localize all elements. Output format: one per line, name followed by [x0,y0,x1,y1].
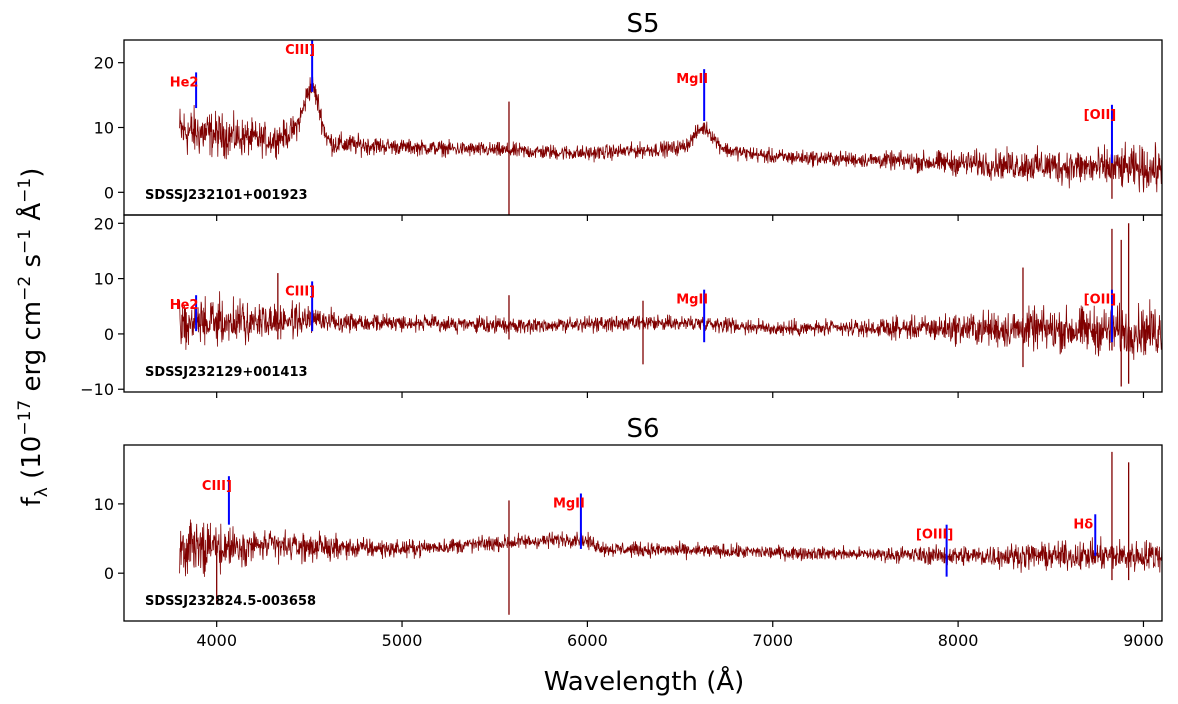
y-tick-label: 10 [94,270,114,289]
line-label: [OII] [1084,108,1117,123]
y-axis-label: fλ (10−17 erg cm−2 s−1 Å−1) [15,168,52,507]
spectrum-trace [179,519,1162,577]
x-tick-label: 6000 [567,631,608,650]
x-tick-label: 5000 [382,631,423,650]
line-label: [OII] [1084,293,1117,308]
panel-s5-bottom: He2 CIII] MgII [OII] −10 0 10 20 SDSSJ232129+001… [80,214,1163,399]
line-label: Hδ [1073,517,1093,532]
spectrum-trace [179,291,1162,360]
y-tick-label: 10 [94,495,114,514]
line-label: [OIII] [916,528,953,543]
panel-s5-top: He2 CIII] MgII [OII] 0 10 20 S5 SDSSJ232101+0019… [94,9,1163,221]
x-tick-label: 7000 [752,631,793,650]
line-label: MgII [676,72,708,87]
panel-title: S5 [626,9,659,39]
y-tick-label: 0 [104,325,114,344]
y-tick-label: 20 [94,54,114,73]
y-tick-label: −10 [80,380,114,399]
x-tick-label: 4000 [196,631,237,650]
x-tick-label: 9000 [1123,631,1164,650]
y-tick-label: 0 [104,564,114,583]
line-label: MgII [553,497,585,512]
y-tick-label: 0 [104,183,114,202]
line-label: He2 [170,75,199,90]
panel-s6: CIII] MgII [OIII] Hδ 0 10 4000 5000 6000 7000 8000… [94,414,1164,650]
object-name: SDSSJ232129+001413 [145,365,308,380]
object-name: SDSSJ232101+001923 [145,188,308,203]
line-label: CIII] [285,284,315,299]
spectrum-trace [179,76,1162,193]
x-tick-label: 8000 [938,631,979,650]
line-label: CIII] [202,479,232,494]
axes-frame [123,444,1163,622]
object-name: SDSSJ232824.5-003658 [145,594,316,609]
x-axis-label: Wavelength (Å) [544,665,745,697]
y-tick-label: 10 [94,119,114,138]
line-label: CIII] [285,43,315,58]
line-label: MgII [676,293,708,308]
panel-title: S6 [626,414,659,444]
y-tick-label: 20 [94,214,114,233]
axes-frame [123,214,1163,393]
line-label: He2 [170,298,199,313]
